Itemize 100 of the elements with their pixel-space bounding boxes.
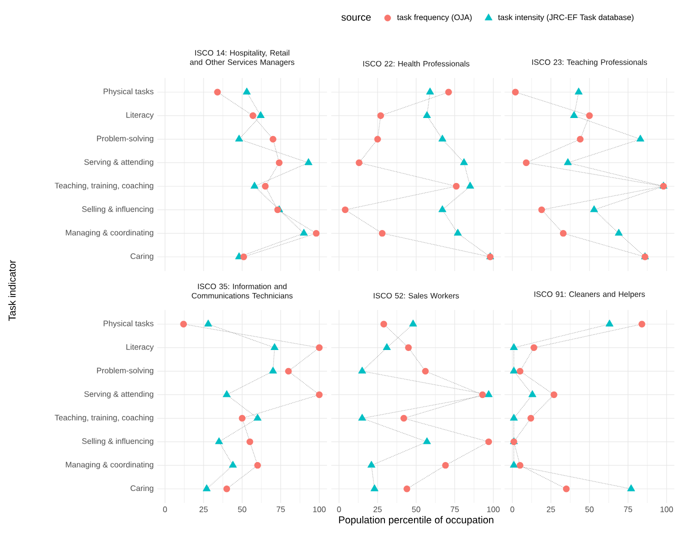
point [246, 438, 254, 446]
point [423, 111, 431, 118]
point [256, 111, 265, 118]
point [530, 344, 538, 352]
point [516, 368, 524, 375]
point [466, 182, 474, 189]
point [445, 88, 452, 96]
x-tick-label: 0 [163, 506, 167, 512]
point [380, 320, 388, 328]
point [269, 366, 277, 374]
point [460, 158, 468, 166]
point [550, 391, 558, 398]
x-tick-label: 100 [313, 506, 326, 512]
y-tick-label: Caring [130, 253, 154, 261]
point [304, 158, 312, 166]
x-tick-label: 25 [200, 506, 208, 512]
point [342, 206, 349, 214]
y-tick-label: Literacy [126, 112, 154, 120]
y-axis-title: Task indicator [8, 260, 16, 321]
point [442, 462, 449, 469]
point [242, 88, 251, 94]
x-tick-label: 25 [546, 506, 555, 512]
point [240, 254, 248, 260]
point [382, 343, 391, 350]
x-tick-label: 75 [276, 506, 285, 512]
y-tick-label: Selling & influencing [82, 438, 154, 446]
x-tick-label: 0 [510, 506, 514, 512]
y-tick-label: Serving & attending [84, 390, 154, 398]
legend-title: source [341, 15, 371, 21]
x-tick-label: 75 [450, 506, 459, 512]
point [606, 320, 614, 326]
point [276, 159, 283, 166]
point [312, 230, 320, 237]
point [374, 136, 381, 143]
y-tick-label: Physical tasks [104, 320, 154, 328]
y-tick-label: Selling & influencing [82, 206, 154, 214]
point [316, 344, 323, 352]
point [426, 88, 434, 94]
point [423, 437, 431, 444]
legend-label: task intensity (JRC-EF Task database) [498, 14, 634, 22]
point [528, 390, 536, 398]
x-tick-label: 50 [585, 506, 594, 512]
point [229, 460, 237, 468]
point [510, 343, 518, 350]
point [377, 112, 384, 120]
point [516, 462, 524, 469]
point [215, 437, 223, 444]
x-tick-label: 50 [412, 506, 420, 512]
point [214, 88, 221, 96]
point [510, 366, 518, 374]
point [510, 414, 518, 421]
point [274, 206, 281, 214]
point [527, 414, 534, 422]
point [370, 484, 378, 492]
point [636, 134, 644, 142]
point [627, 484, 636, 492]
point [378, 230, 386, 237]
point [560, 230, 567, 237]
x-tick-label: 75 [624, 506, 632, 512]
x-tick-label: 0 [337, 506, 341, 512]
point [576, 136, 584, 143]
point [262, 182, 269, 190]
point [358, 414, 366, 421]
point [235, 134, 243, 142]
point [400, 414, 408, 422]
y-tick-label: Problem-solving [97, 367, 154, 375]
point [574, 88, 583, 94]
x-tick-label: 100 [660, 506, 673, 512]
point [614, 228, 623, 236]
point [358, 366, 366, 374]
y-tick-label: Managing & coordinating [66, 230, 154, 238]
point [238, 414, 246, 422]
point [512, 88, 519, 96]
point [254, 414, 262, 421]
point [222, 390, 231, 398]
point [368, 460, 376, 468]
point [204, 320, 212, 326]
point [250, 182, 258, 189]
x-axis-title: Population percentile of occupation [339, 516, 494, 526]
x-tick-label: 50 [238, 506, 246, 512]
point [404, 486, 410, 492]
point [422, 368, 429, 375]
point [254, 462, 261, 469]
x-tick-label: 25 [374, 506, 382, 512]
point [270, 136, 276, 143]
point [250, 112, 256, 120]
point [590, 205, 598, 212]
point [454, 228, 462, 236]
y-tick-label: Caring [130, 485, 154, 493]
y-tick-label: Literacy [126, 344, 154, 352]
point [562, 486, 570, 492]
point [586, 112, 593, 120]
x-tick-label: 100 [487, 506, 500, 512]
point [270, 343, 278, 350]
point [405, 344, 412, 352]
point [300, 228, 308, 236]
point [409, 320, 417, 326]
point [485, 438, 492, 446]
point [484, 390, 493, 398]
y-tick-label: Serving & attending [84, 158, 154, 166]
